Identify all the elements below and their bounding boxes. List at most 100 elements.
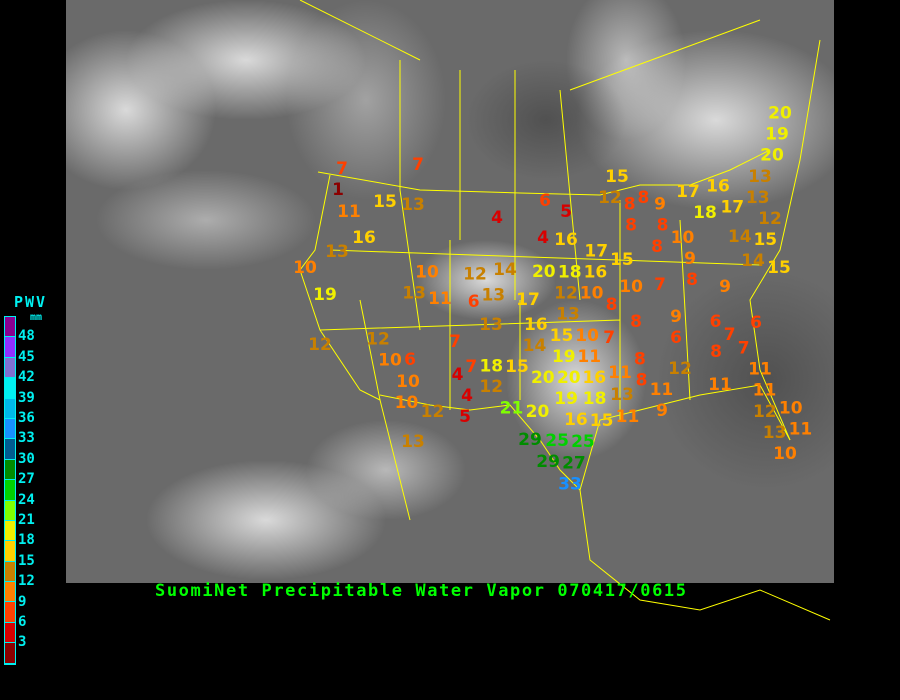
station-pwv-value: 6: [468, 292, 480, 312]
legend-label: 18: [18, 532, 35, 549]
station-pwv-value: 11: [753, 381, 777, 401]
station-pwv-value: 11: [650, 380, 674, 400]
station-pwv-value: 15: [610, 250, 634, 270]
station-pwv-value: 11: [616, 407, 640, 427]
station-pwv-value: 14: [523, 336, 547, 356]
legend-label: 24: [18, 491, 35, 508]
legend-swatch: [5, 357, 15, 379]
legend-swatch: [5, 398, 15, 419]
station-pwv-value: 17: [584, 242, 608, 262]
station-pwv-value: 10: [773, 444, 797, 464]
station-pwv-value: 8: [625, 216, 637, 236]
station-pwv-value: 20: [557, 368, 581, 388]
station-pwv-value: 10: [619, 277, 643, 297]
station-pwv-value: 20: [768, 104, 792, 124]
legend-label: 33: [18, 430, 35, 447]
station-pwv-value: 12: [598, 188, 622, 208]
legend-unit: mm: [30, 312, 43, 323]
station-pwv-value: 18: [583, 389, 607, 409]
station-pwv-value: 10: [580, 284, 604, 304]
legend-label: 27: [18, 471, 35, 488]
station-pwv-value: 9: [684, 249, 696, 269]
station-pwv-value: 1: [332, 180, 344, 200]
station-pwv-value: 10: [779, 398, 803, 418]
station-pwv-value: 8: [637, 188, 649, 208]
station-pwv-value: 9: [670, 307, 682, 327]
station-pwv-value: 12: [668, 359, 692, 379]
station-pwv-value: 15: [753, 230, 777, 250]
station-pwv-value: 10: [671, 228, 695, 248]
station-pwv-value: 7: [449, 332, 461, 352]
station-pwv-value: 6: [404, 350, 416, 370]
legend-swatch: [5, 459, 15, 481]
political-borders: [299, 0, 831, 621]
station-pwv-value: 8: [651, 237, 663, 257]
station-pwv-value: 25: [545, 431, 569, 451]
legend-title: PWV: [14, 293, 48, 311]
station-pwv-value: 18: [693, 203, 717, 223]
station-pwv-value: 10: [415, 262, 439, 282]
station-pwv-value: 7: [465, 357, 477, 377]
station-pwv-value: 9: [719, 277, 731, 297]
station-pwv-value: 16: [554, 230, 578, 250]
station-pwv-value: 11: [708, 375, 732, 395]
station-pwv-value: 11: [428, 289, 452, 309]
station-pwv-value: 19: [552, 347, 576, 367]
station-pwv-value: 11: [577, 347, 601, 367]
station-pwv-value: 6: [670, 328, 682, 348]
station-pwv-value: 13: [401, 432, 425, 452]
station-pwv-value: 15: [505, 357, 529, 377]
station-pwv-value: 19: [765, 125, 789, 145]
station-pwv-value: 15: [605, 167, 629, 187]
station-pwv-value: 12: [421, 402, 445, 422]
station-pwv-value: 9: [656, 401, 668, 421]
east-coast: [749, 39, 821, 441]
station-pwv-value: 7: [654, 275, 666, 295]
station-pwv-value: 12: [479, 377, 503, 397]
legend-swatch: [5, 520, 15, 542]
station-pwv-value: 11: [608, 363, 632, 383]
legend-label: 15: [18, 552, 35, 569]
legend-swatch: [5, 378, 15, 399]
legend-swatch: [5, 418, 15, 440]
station-pwv-value: 16: [584, 263, 608, 283]
station-pwv-value: 12: [554, 284, 578, 304]
station-pwv-value: 8: [606, 295, 618, 315]
station-pwv-value: 17: [516, 290, 540, 310]
station-pwv-value: 13: [748, 167, 772, 187]
station-pwv-value: 13: [746, 188, 770, 208]
station-pwv-value: 7: [724, 325, 736, 345]
station-pwv-value: 12: [753, 402, 777, 422]
legend-label: 36: [18, 410, 35, 426]
station-pwv-value: 13: [556, 305, 580, 325]
station-pwv-value: 10: [378, 351, 402, 371]
station-pwv-value: 4: [491, 208, 503, 228]
station-pwv-value: 12: [758, 209, 782, 229]
station-pwv-value: 19: [313, 285, 337, 305]
station-pwv-value: 8: [630, 312, 642, 332]
legend-label: 3: [18, 634, 27, 651]
station-pwv-value: 14: [741, 251, 765, 271]
station-pwv-value: 11: [789, 420, 813, 440]
us-mexico-border: [379, 394, 581, 491]
station-pwv-value: 13: [325, 242, 349, 262]
station-pwv-value: 16: [582, 368, 606, 388]
legend-swatch: [5, 582, 15, 603]
station-pwv-value: 13: [402, 284, 426, 304]
station-pwv-value: 10: [395, 393, 419, 413]
state-lines: [299, 0, 761, 420]
station-pwv-value: 17: [720, 198, 744, 218]
station-pwv-value: 15: [373, 192, 397, 212]
station-pwv-value: 5: [560, 202, 572, 222]
mexico-coast: [579, 489, 831, 621]
station-pwv-value: 33: [558, 474, 582, 494]
station-pwv-value: 10: [575, 326, 599, 346]
legend-swatch: [5, 317, 15, 338]
legend-swatch: [5, 643, 15, 664]
station-pwv-value: 6: [750, 313, 762, 333]
station-pwv-value: 12: [366, 329, 390, 349]
station-pwv-value: 8: [624, 194, 636, 214]
station-pwv-value: 12: [463, 264, 487, 284]
station-pwv-value: 5: [459, 407, 471, 427]
station-pwv-value: 29: [518, 430, 542, 450]
